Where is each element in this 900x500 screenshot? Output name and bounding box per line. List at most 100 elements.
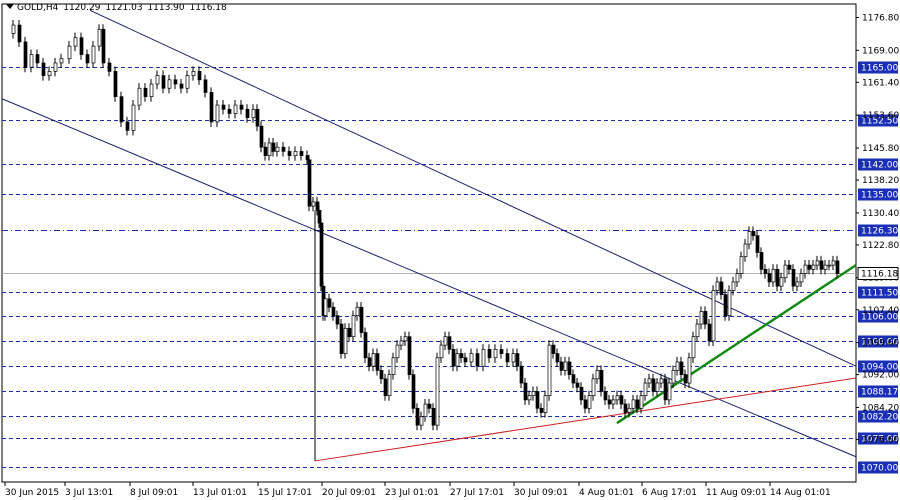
candle-body	[293, 151, 298, 156]
candle-body	[691, 336, 696, 359]
candle-body	[383, 378, 388, 397]
candle-body	[595, 370, 600, 380]
level-label-box	[858, 224, 898, 237]
x-tick-label: 30 Jul 09:01	[514, 488, 568, 498]
dropdown-triangle-icon[interactable]	[6, 4, 14, 9]
candle-body	[375, 353, 380, 371]
candle-body	[511, 353, 516, 363]
candle-body	[197, 71, 202, 81]
level-label-box	[858, 461, 898, 474]
candle-body	[615, 395, 620, 401]
candle-body	[763, 268, 768, 274]
support-green-line[interactable]	[616, 264, 857, 425]
candle-body	[459, 353, 464, 359]
last-price-box	[857, 267, 899, 280]
candle-body	[101, 28, 106, 64]
low-value: 1113.90	[147, 3, 185, 13]
candle-body	[435, 357, 440, 426]
high-value: 1121.03	[105, 3, 143, 13]
candle-body	[715, 281, 720, 291]
candle-body	[363, 332, 368, 359]
candle-body	[215, 104, 220, 123]
candle-body	[395, 344, 400, 359]
candle-body	[469, 353, 474, 363]
y-tick-label: 1130.40	[862, 209, 899, 219]
plot-frame	[1, 3, 857, 483]
level-label: 1111.50	[861, 289, 898, 299]
candle-body	[85, 54, 90, 64]
x-tick-label: 20 Jul 09:01	[322, 488, 376, 498]
candle-body	[29, 54, 34, 68]
level-label: 1142.00	[861, 161, 898, 171]
candle-body	[555, 353, 560, 363]
candle-body	[727, 290, 732, 316]
support-red-line[interactable]	[314, 377, 857, 462]
candle-body	[233, 104, 238, 114]
candle-body	[535, 391, 540, 409]
candle-body	[391, 357, 396, 375]
level-label-box	[858, 385, 898, 398]
candle-body	[611, 399, 616, 405]
y-tick-label: 1161.40	[862, 78, 899, 88]
candle-body	[487, 348, 492, 359]
candle-body	[755, 235, 760, 253]
candle-body	[59, 58, 64, 64]
candle-body	[387, 374, 392, 397]
level-label: 1152.50	[861, 117, 898, 127]
candle-body	[281, 146, 286, 152]
candle-body	[447, 336, 452, 350]
candle-body	[263, 146, 268, 156]
candle-body	[125, 121, 130, 131]
candle-body	[603, 391, 608, 401]
x-tick-label: 3 Jul 13:01	[65, 488, 113, 498]
y-tick-label: 1176.80	[862, 13, 899, 23]
candle-body	[275, 146, 280, 152]
candle-body	[317, 210, 322, 224]
candle-body	[299, 151, 304, 156]
candle-body	[451, 348, 456, 367]
level-label-box	[858, 360, 898, 373]
candle-body	[519, 365, 524, 384]
level-label: 1077.00	[861, 435, 898, 445]
candle-body	[209, 92, 214, 123]
candle-body	[707, 323, 712, 342]
candle-body	[239, 104, 244, 110]
channel-upper-line[interactable]	[89, 9, 857, 367]
candle-body	[687, 357, 692, 384]
candle-body	[403, 336, 408, 342]
candle-body	[113, 71, 118, 98]
candle-body	[505, 353, 510, 363]
candle-body	[527, 395, 532, 401]
candle-body	[743, 243, 748, 258]
candle-body	[79, 37, 84, 55]
candle-body	[815, 260, 820, 266]
x-tick-label: 11 Aug 09:01	[706, 488, 767, 498]
level-label-box	[858, 410, 898, 423]
symbol-label: GOLD,H4	[17, 3, 59, 13]
x-tick-label: 13 Jul 01:01	[193, 488, 247, 498]
candle-body	[523, 382, 528, 401]
candle-body	[735, 273, 740, 283]
candle-body	[221, 104, 226, 110]
candle-body	[367, 357, 372, 367]
candle-body	[91, 45, 96, 64]
candle-body	[575, 382, 580, 388]
channel-lower-line[interactable]	[1, 98, 857, 458]
y-tick-label: 1092.00	[862, 371, 899, 381]
candle-body	[311, 201, 316, 207]
level-label-box	[858, 432, 898, 445]
candle-body	[167, 79, 172, 89]
candle-body	[659, 378, 664, 384]
candle-body	[415, 407, 420, 426]
candle-body	[323, 298, 328, 316]
candle-body	[771, 268, 776, 283]
candle-body	[47, 71, 52, 76]
candle-body	[627, 407, 632, 413]
level-label: 1126.30	[861, 227, 898, 237]
candle-body	[655, 382, 660, 392]
candle-body	[143, 87, 148, 98]
candle-body	[751, 231, 756, 236]
candle-body	[823, 264, 828, 270]
